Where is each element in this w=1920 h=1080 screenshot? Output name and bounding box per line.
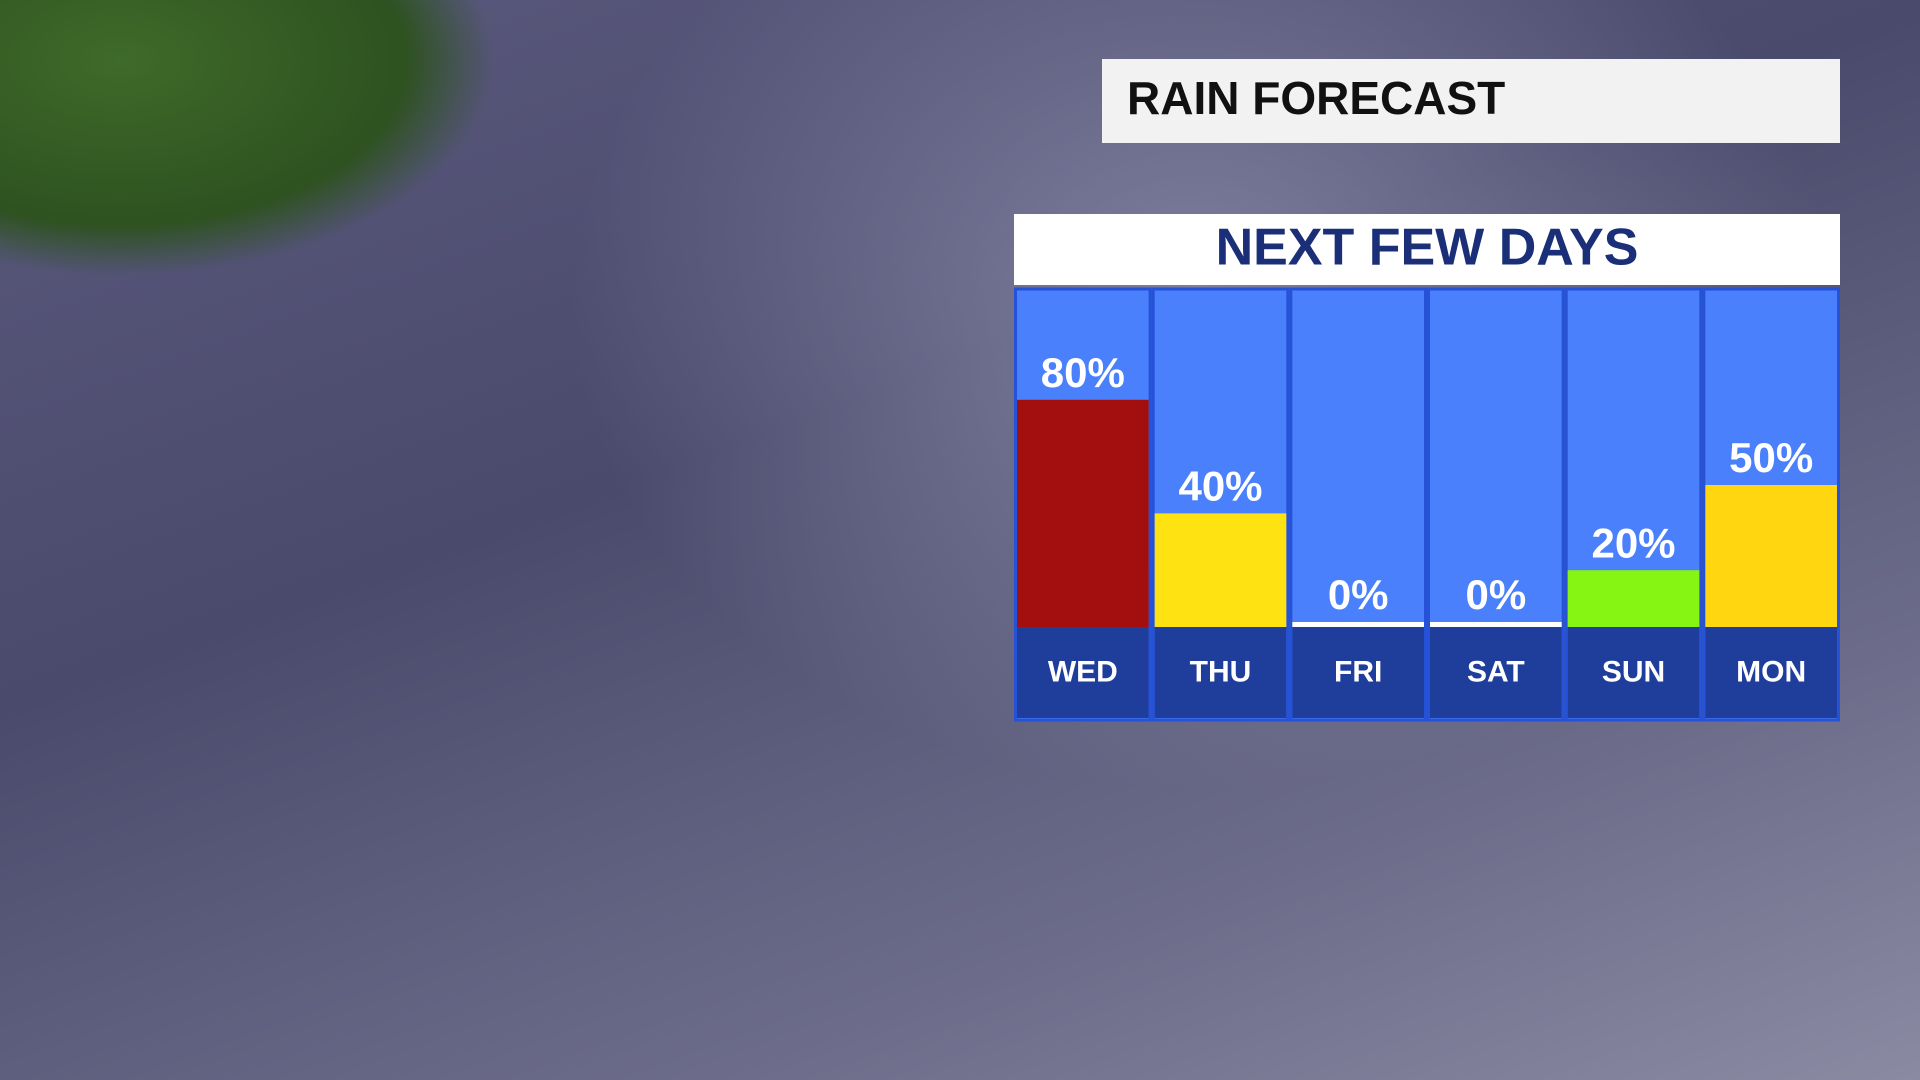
- bar: [1017, 399, 1149, 627]
- x-tick-label: FRI: [1334, 655, 1382, 688]
- x-tick-label: WED: [1048, 655, 1118, 688]
- chart-subtitle: NEXT FEW DAYS: [1216, 219, 1639, 277]
- bar: [1430, 622, 1562, 627]
- bar: [1292, 622, 1424, 627]
- value-label: 80%: [1041, 349, 1125, 396]
- subtitle-box: [1014, 214, 1840, 285]
- bar: [1567, 570, 1700, 627]
- day-band: [1017, 627, 1149, 718]
- bar: [1154, 513, 1287, 627]
- day-band: [1430, 627, 1562, 718]
- bar: [1705, 485, 1837, 627]
- day-band: [1154, 627, 1287, 718]
- value-label: 40%: [1178, 462, 1262, 509]
- value-label: 20%: [1591, 519, 1675, 566]
- chart-title: RAIN FORECAST: [1127, 72, 1505, 124]
- x-tick-label: THU: [1190, 655, 1252, 688]
- x-tick-label: MON: [1736, 655, 1806, 688]
- value-label: 50%: [1729, 434, 1813, 481]
- day-band: [1292, 627, 1424, 718]
- day-band: [1705, 627, 1837, 718]
- x-tick-label: SUN: [1602, 655, 1665, 688]
- day-band: [1567, 627, 1700, 718]
- x-tick-label: SAT: [1467, 655, 1525, 688]
- title-box: [1102, 59, 1840, 143]
- value-label: 0%: [1465, 571, 1526, 618]
- value-label: 0%: [1328, 571, 1389, 618]
